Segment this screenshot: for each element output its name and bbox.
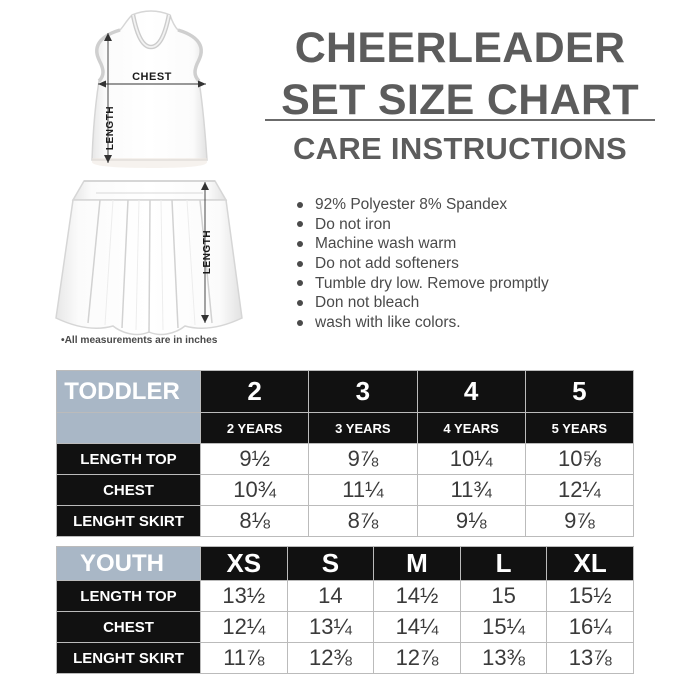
svg-text:LENGTH: LENGTH [202,230,213,274]
svg-text:CHEST: CHEST [132,71,172,83]
svg-text:•All measurements are in inche: •All measurements are in inches [61,335,218,346]
svg-text:LENGTH: LENGTH [105,106,116,150]
